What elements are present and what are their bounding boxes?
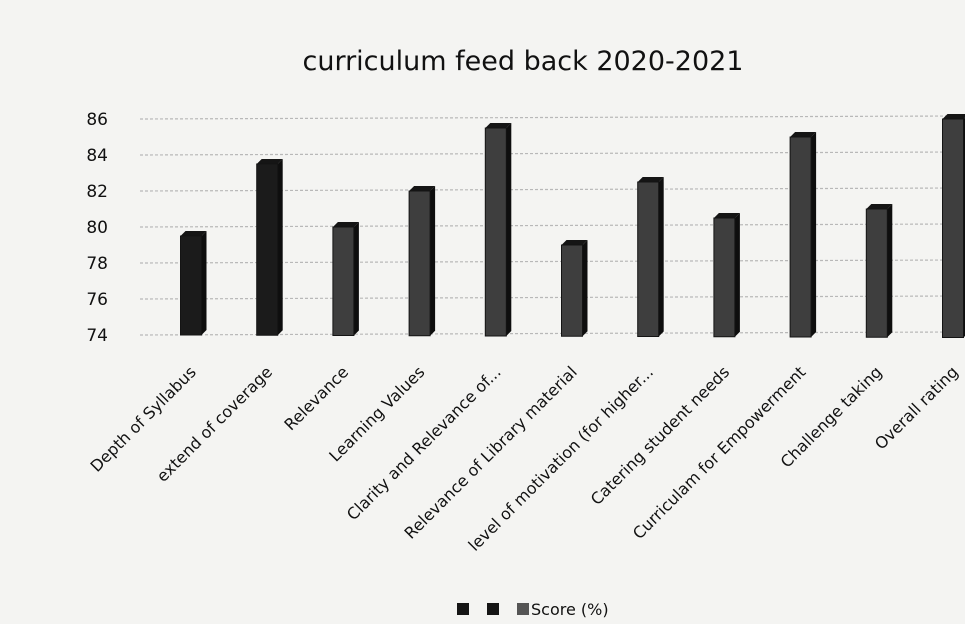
- x-category-label: Catering student needs: [587, 362, 733, 508]
- legend-swatch: [457, 603, 469, 615]
- y-tick-label: 78: [86, 254, 108, 274]
- y-tick-label: 82: [86, 182, 108, 202]
- y-axis-ticks: 74 76 78 80 82 84 86: [86, 110, 108, 346]
- bar: [713, 213, 740, 338]
- chart-title: curriculum feed back 2020-2021: [302, 46, 743, 77]
- bar: [637, 177, 664, 337]
- bar-front: [332, 226, 355, 336]
- bar-top: [942, 114, 965, 119]
- gridline: [139, 151, 956, 156]
- legend-swatch: [487, 603, 499, 615]
- bar-front: [942, 118, 964, 338]
- bar-side: [887, 204, 893, 338]
- x-category-label: Relevance: [280, 362, 352, 434]
- bar-side: [277, 159, 283, 336]
- bars: [180, 114, 965, 338]
- bar-front: [484, 127, 507, 337]
- bar-side: [430, 186, 436, 336]
- bar-side: [658, 177, 664, 337]
- bar-front: [408, 190, 431, 337]
- bar-side: [734, 213, 740, 337]
- bar-top: [409, 186, 436, 191]
- bar-front: [256, 163, 279, 336]
- bar: [256, 159, 283, 336]
- y-tick-label: 80: [86, 218, 108, 238]
- bar: [332, 222, 359, 336]
- bar-side: [201, 231, 207, 335]
- bar-top: [332, 222, 359, 227]
- bar-top: [256, 159, 283, 164]
- bar: [484, 123, 512, 337]
- y-tick-label: 84: [86, 146, 108, 166]
- gridline: [139, 115, 956, 120]
- bar-front: [180, 235, 202, 336]
- bar-top: [637, 177, 664, 182]
- bar: [942, 114, 965, 338]
- bar-top: [790, 132, 817, 137]
- bar: [789, 132, 817, 338]
- x-category-label: Clarity and Relevance of...: [343, 362, 505, 524]
- bar-top: [485, 123, 512, 128]
- legend-swatch: [517, 603, 529, 615]
- bar-side: [582, 240, 588, 337]
- bar: [408, 186, 436, 337]
- bar-front: [637, 181, 660, 337]
- bar-front: [561, 244, 583, 337]
- bar-side: [353, 222, 359, 336]
- bar-top: [561, 240, 588, 245]
- bar: [561, 240, 588, 337]
- bar-top: [866, 204, 893, 209]
- y-tick-label: 76: [86, 290, 108, 310]
- bar: [180, 231, 207, 336]
- bar-front: [789, 136, 812, 338]
- bar-top: [713, 213, 740, 218]
- bar-side: [506, 123, 512, 336]
- y-tick-label: 74: [86, 326, 108, 346]
- bar-front: [713, 217, 736, 338]
- bar-side: [811, 132, 817, 337]
- bar-front: [865, 208, 888, 338]
- bar-top: [180, 231, 207, 236]
- bar: [865, 204, 893, 338]
- legend: Score (%): [457, 600, 609, 619]
- legend-label: Score (%): [531, 600, 609, 619]
- y-tick-label: 86: [86, 110, 108, 130]
